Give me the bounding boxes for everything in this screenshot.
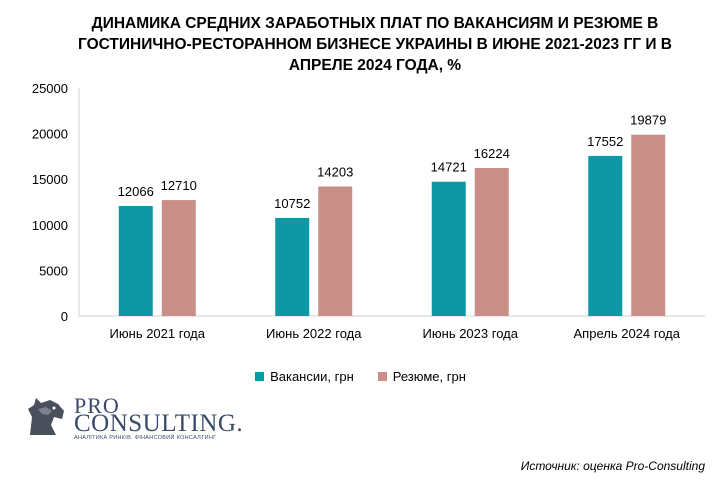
data-label: 12066 [118, 184, 154, 199]
y-tick-label: 25000 [32, 81, 68, 96]
y-tick-label: 5000 [39, 263, 68, 278]
bar-vacancies [275, 217, 310, 316]
x-tick-label: Июнь 2021 года [110, 326, 206, 341]
bar-resumes [631, 134, 666, 316]
logo-word-pro: PRO [74, 393, 120, 418]
title-line-3: АПРЕЛЕ 2024 ГОДА, % [288, 57, 462, 74]
legend-item-vacancies: Вакансии, грн [255, 369, 354, 384]
y-tick-label: 20000 [32, 127, 68, 142]
bar-vacancies [118, 205, 153, 316]
source-note: Источник: оценка Pro-Consulting [520, 459, 705, 473]
logo-tagline: АНАЛІТИКА РИНКІВ. ФІНАНСОВИЙ КОНСАЛТИНГ [74, 435, 217, 441]
data-label: 19879 [630, 113, 666, 128]
title-line-2: ГОСТИНИЧНО-РЕСТОРАННОМ БИЗНЕСЕ УКРАИНЫ В… [77, 36, 672, 53]
bar-resumes [161, 200, 196, 316]
chart-title: ДИНАМИКА СРЕДНИХ ЗАРАБОТНЫХ ПЛАТ ПО ВАКА… [40, 13, 710, 76]
logo-word-consulting: CONSULTING. [74, 410, 244, 437]
x-tick-label: Апрель 2024 года [574, 326, 681, 341]
legend-swatch-resumes [377, 372, 387, 381]
x-tick-label: Июнь 2023 года [423, 326, 519, 341]
data-label: 17552 [587, 134, 623, 149]
bar-vacancies [431, 181, 466, 316]
bar-vacancies [588, 155, 623, 316]
pro-consulting-logo: PRO CONSULTING. АНАЛІТИКА РИНКІВ. ФІНАНС… [22, 393, 244, 443]
data-label: 10752 [274, 196, 310, 211]
y-tick-label: 0 [61, 309, 68, 324]
legend-item-resumes: Резюме, грн [377, 369, 466, 384]
y-tick-label: 15000 [32, 172, 68, 187]
data-label: 16224 [474, 146, 510, 161]
horse-logo-icon [28, 398, 64, 435]
x-tick-label: Июнь 2022 года [266, 326, 362, 341]
bar-resumes [318, 186, 353, 316]
legend-label-vacancies: Вакансии, грн [270, 369, 354, 384]
data-label: 14203 [317, 164, 353, 179]
title-line-1: ДИНАМИКА СРЕДНИХ ЗАРАБОТНЫХ ПЛАТ ПО ВАКА… [91, 15, 659, 32]
bar-resumes [474, 168, 509, 316]
legend-label-resumes: Резюме, грн [392, 369, 466, 384]
data-label: 14721 [431, 160, 467, 175]
legend: Вакансии, грн Резюме, грн [0, 369, 721, 384]
legend-swatch-vacancies [255, 372, 265, 381]
y-tick-label: 10000 [32, 218, 68, 233]
data-label: 12710 [161, 178, 197, 193]
